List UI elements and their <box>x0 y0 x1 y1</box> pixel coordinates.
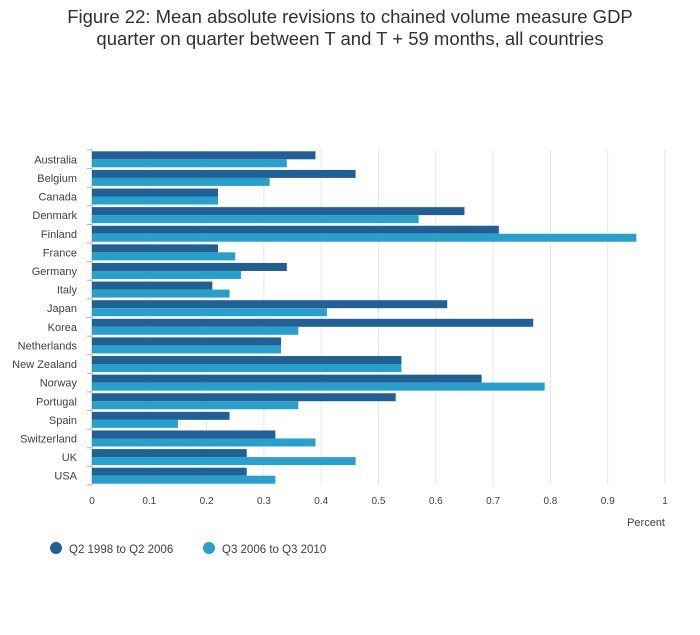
bar <box>92 411 230 420</box>
category-label: Belgium <box>37 173 77 185</box>
x-tick-label: 1 <box>662 496 668 507</box>
bar <box>92 438 316 447</box>
bar <box>92 475 276 484</box>
legend-label[interactable]: Q2 1998 to Q2 2006 <box>69 544 173 556</box>
category-label: France <box>43 247 77 259</box>
category-label: Italy <box>57 285 78 297</box>
x-tick-label: 0.5 <box>372 496 386 507</box>
bar <box>92 364 402 373</box>
x-tick-label: 0.8 <box>543 496 557 507</box>
x-tick-label: 0.3 <box>257 496 271 507</box>
bar <box>92 270 241 279</box>
bar <box>92 318 534 327</box>
chart-title: Figure 22: Mean absolute revisions to ch… <box>67 6 633 49</box>
bar <box>92 300 448 309</box>
category-label: New Zealand <box>12 359 77 371</box>
bar <box>92 252 236 261</box>
bar <box>92 345 282 354</box>
category-label: Korea <box>48 322 78 334</box>
bar <box>92 374 482 383</box>
x-tick-label: 0.4 <box>314 496 328 507</box>
bar <box>92 159 287 168</box>
bar <box>92 151 316 160</box>
x-axis-title: Percent <box>627 517 665 529</box>
bar <box>92 215 419 224</box>
bar <box>92 457 356 466</box>
x-tick-label: 0.9 <box>601 496 615 507</box>
category-label: Canada <box>38 192 77 204</box>
x-tick-label: 0 <box>89 496 95 507</box>
category-label: Australia <box>34 154 78 166</box>
bar <box>92 382 545 391</box>
bar <box>92 326 299 335</box>
bar <box>92 207 465 216</box>
category-label: Germany <box>32 266 78 278</box>
bar <box>92 169 356 178</box>
category-label: Finland <box>41 229 77 241</box>
category-label: Spain <box>49 415 77 427</box>
category-label: Netherlands <box>18 340 78 352</box>
bar <box>92 393 396 402</box>
bar <box>92 467 247 476</box>
legend-marker[interactable] <box>203 542 215 554</box>
category-label: UK <box>62 452 78 464</box>
x-tick-label: 0.1 <box>142 496 156 507</box>
category-label: Portugal <box>36 396 77 408</box>
bar <box>92 281 213 290</box>
legend-label[interactable]: Q3 2006 to Q3 2010 <box>222 544 326 556</box>
category-label: USA <box>54 471 77 483</box>
bar <box>92 337 282 346</box>
bar <box>92 244 219 253</box>
bar <box>92 449 247 458</box>
bar <box>92 225 499 234</box>
category-label: Norway <box>40 378 78 390</box>
bar <box>92 289 230 298</box>
bar <box>92 177 270 186</box>
legend-marker[interactable] <box>50 542 62 554</box>
bar <box>92 356 402 365</box>
x-tick-label: 0.7 <box>486 496 500 507</box>
x-tick-label: 0.6 <box>429 496 443 507</box>
chart-title-container: Figure 22: Mean absolute revisions to ch… <box>0 6 700 50</box>
bar <box>92 401 299 410</box>
bar <box>92 188 219 197</box>
bar <box>92 196 219 205</box>
bar <box>92 419 178 428</box>
bar <box>92 308 327 317</box>
bar <box>92 262 287 271</box>
bar <box>92 233 637 242</box>
bar <box>92 430 276 439</box>
category-label: Denmark <box>32 210 77 222</box>
category-label: Switzerland <box>20 433 77 445</box>
x-tick-label: 0.2 <box>200 496 214 507</box>
category-label: Japan <box>47 303 77 315</box>
